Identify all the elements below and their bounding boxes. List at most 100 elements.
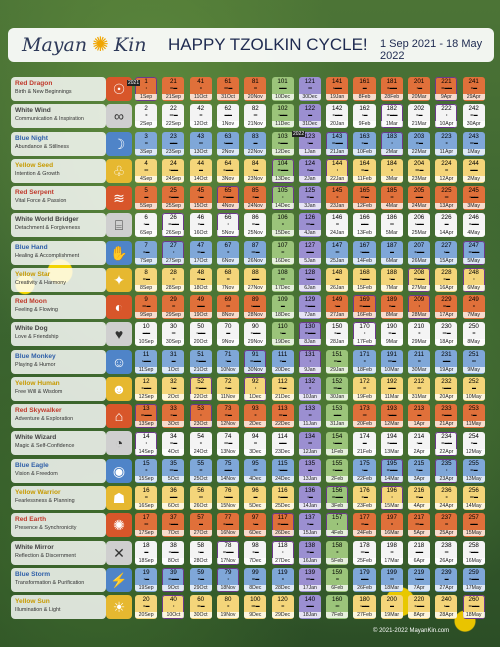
- kin-date: 11Apr: [435, 148, 458, 155]
- kin-cell: 169 ••• ▬▬ 16Feb: [353, 295, 376, 320]
- kin-number: 190: [386, 323, 397, 331]
- tone-marks: •• ▬▬: [414, 603, 424, 609]
- kin-number: 243: [468, 132, 479, 140]
- sign-description: Vision & Freedom: [15, 470, 58, 477]
- kin-number: 214: [413, 432, 425, 440]
- kin-cell: 55 ••• 25Oct: [189, 458, 212, 483]
- sign-name: Red Serpent: [15, 189, 54, 197]
- tone-marks: • ▬▬: [360, 248, 369, 254]
- kin-date: 13Mar: [380, 448, 403, 455]
- kin-number: 215: [413, 459, 425, 467]
- tone-marks: ▬▬: [279, 85, 287, 90]
- kin-number: 84: [251, 159, 259, 167]
- kin-cell: 71 • ▬ 10Nov: [216, 349, 240, 374]
- kin-cell: 79 • 18Nov: [216, 567, 240, 592]
- tone-marks: •• ▬▬: [305, 303, 315, 309]
- kin-date: 3Feb: [326, 503, 349, 510]
- kin-date: 28Sep: [162, 284, 185, 291]
- kin-number: 71: [224, 350, 232, 358]
- kin-number: 136: [304, 487, 316, 495]
- sign-description: Adventure & Exploration: [15, 416, 74, 423]
- kin-date: 17Dec: [271, 284, 294, 291]
- kin-number: 129: [304, 296, 316, 304]
- kin-cell: 38 •• ▬▬ 8Oct: [162, 540, 185, 565]
- kin-date: 1Oct: [162, 366, 185, 373]
- kin-cell: 10 ▬▬ 10Sep: [135, 322, 158, 347]
- kin-date: 8Nov: [216, 312, 240, 319]
- kin-date: 29Mar: [408, 339, 431, 346]
- kin-number: 256: [468, 487, 479, 495]
- kin-number: 12: [142, 377, 150, 385]
- kin-number: 257: [468, 514, 479, 522]
- tone-marks: ▬: [362, 85, 367, 90]
- kin-date: 13Dec: [271, 175, 294, 182]
- kin-cell: 15 •• 15Sep: [135, 458, 158, 483]
- kin-date: 25Mar: [408, 230, 431, 237]
- kin-number: 138: [304, 541, 316, 549]
- kin-cell: 208 ••• ▬▬ 27Mar: [408, 267, 431, 292]
- kin-number: 106: [277, 214, 288, 222]
- kin-number: 108: [277, 268, 288, 276]
- kin-cell: 220 •• ▬▬ 8Apr: [408, 595, 431, 620]
- tone-marks: • ▬: [443, 248, 450, 254]
- kin-cell: 60 ••• ▬ 30Oct: [189, 595, 212, 620]
- tone-marks: • ▬: [389, 275, 395, 281]
- kin-number: 124: [304, 159, 316, 167]
- tone-marks: ••• ▬▬: [332, 139, 343, 145]
- kin-number: 245: [468, 187, 479, 195]
- kin-number: 131: [304, 350, 316, 358]
- kin-cell: 83 ▬ 22Nov: [244, 131, 267, 156]
- year-tag-2021: 2021: [127, 80, 141, 86]
- tone-marks: •••: [363, 384, 366, 390]
- kin-cell: 185 ••• 4Mar: [380, 186, 403, 211]
- tone-marks: •• ▬: [252, 194, 259, 200]
- kin-number: 100: [250, 596, 261, 604]
- tone-marks: •••: [144, 494, 148, 500]
- sun-logo-icon: ✺: [92, 34, 109, 56]
- kin-cell: 165 •••• ▬ 12Feb: [353, 186, 376, 211]
- tone-marks: •• ▬: [197, 221, 204, 227]
- kin-date: 17Sep: [135, 530, 158, 537]
- kin-number: 174: [359, 432, 370, 440]
- kin-number: 67: [224, 241, 232, 249]
- kin-cell: 255 ••• ▬ 13May: [462, 458, 485, 483]
- kin-cell: 88 ▬▬ 27Nov: [244, 267, 267, 292]
- sign-description: Fearlessness & Planning: [15, 497, 75, 504]
- tone-marks: •• ▬▬: [168, 194, 179, 200]
- kin-date: 7May: [462, 312, 485, 319]
- tone-marks: •• ▬▬: [359, 275, 370, 281]
- kin-number: 224: [441, 159, 452, 167]
- kin-date: 18Oct: [189, 284, 212, 291]
- tone-marks: ▬▬: [169, 494, 178, 500]
- sign-description: Intention & Growth: [15, 170, 60, 177]
- kin-date: 20Jan: [326, 121, 349, 128]
- kin-number: 250: [468, 323, 479, 331]
- kin-cell: 19 • ▬ 19Sep: [135, 567, 158, 592]
- kin-date: 2Feb: [326, 475, 349, 482]
- tone-marks: ••••: [308, 439, 312, 445]
- tone-marks: ▬▬: [442, 357, 451, 363]
- kin-date: 12Sep: [135, 393, 158, 400]
- kin-date: 24Oct: [189, 448, 212, 455]
- kin-number: 4: [144, 159, 148, 167]
- kin-number: 45: [197, 187, 205, 195]
- kin-cell: 134 •••• 12Jan: [298, 431, 321, 456]
- kin-cell: 151 ••• ▬ 29Jan: [326, 349, 349, 374]
- kin-number: 122: [304, 105, 316, 113]
- kin-cell: 110 • ▬ 19Dec: [271, 322, 294, 347]
- tone-marks: ▬: [226, 330, 230, 336]
- kin-number: 36: [169, 487, 177, 495]
- copyright-footer: © 2021-2022 MayanKin.com: [373, 628, 450, 634]
- kin-cell: 57 ▬ 27Oct: [189, 513, 212, 538]
- kin-date: 10Oct: [162, 612, 185, 619]
- kin-cell: 159 ••• 6Feb: [326, 567, 349, 592]
- kin-cell: 117 ••• ▬▬ 26Dec: [271, 513, 294, 538]
- sign-glyph-icon: ≋: [106, 186, 132, 211]
- sign-description: Illumination & Light: [15, 607, 61, 614]
- tone-marks: •• ▬: [225, 384, 231, 390]
- kin-cell: 240 • ▬ 28Apr: [435, 595, 458, 620]
- kin-cell: 95 •••• 4Dec: [244, 458, 267, 483]
- kin-cell: 175 • ▬ 22Feb: [353, 458, 376, 483]
- tone-marks: ▬▬: [306, 603, 314, 609]
- kin-cell: 147 •••• 25Jan: [326, 240, 349, 265]
